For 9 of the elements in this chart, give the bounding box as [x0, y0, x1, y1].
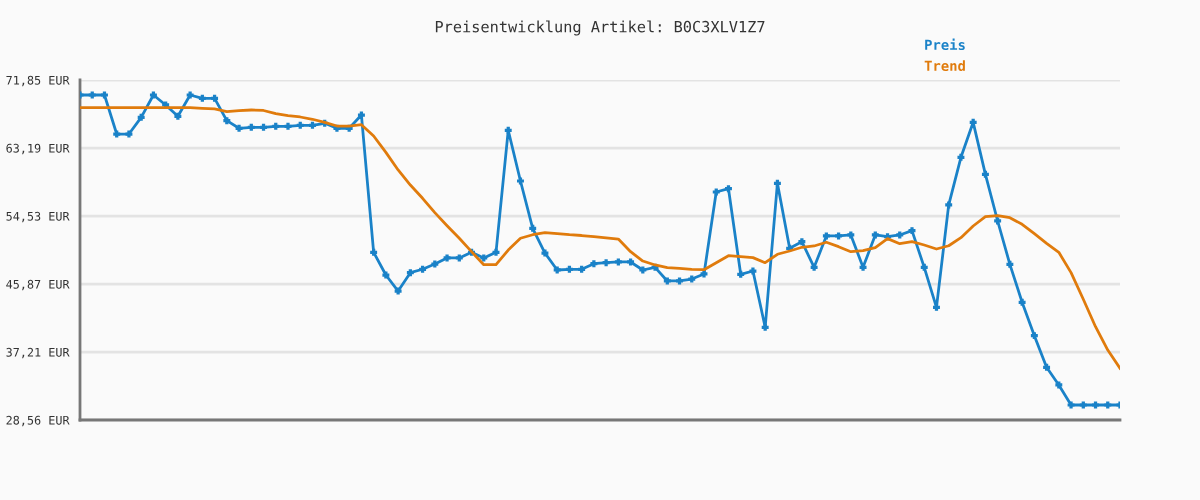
chart-title: Preisentwicklung Artikel: B0C3XLV1Z7	[435, 20, 765, 36]
y-tick-label: 37,21 EUR	[6, 347, 70, 359]
y-tick-label: 71,85 EUR	[6, 75, 70, 87]
y-tick-label: 54,53 EUR	[6, 211, 70, 223]
text: Trend	[924, 60, 965, 72]
y-tick-label: 63,19 EUR	[6, 143, 70, 155]
text: Preis	[925, 38, 965, 51]
y-tick-label: 45,87 EUR	[6, 279, 70, 291]
y-tick-label: 28,56 EUR	[6, 415, 70, 427]
